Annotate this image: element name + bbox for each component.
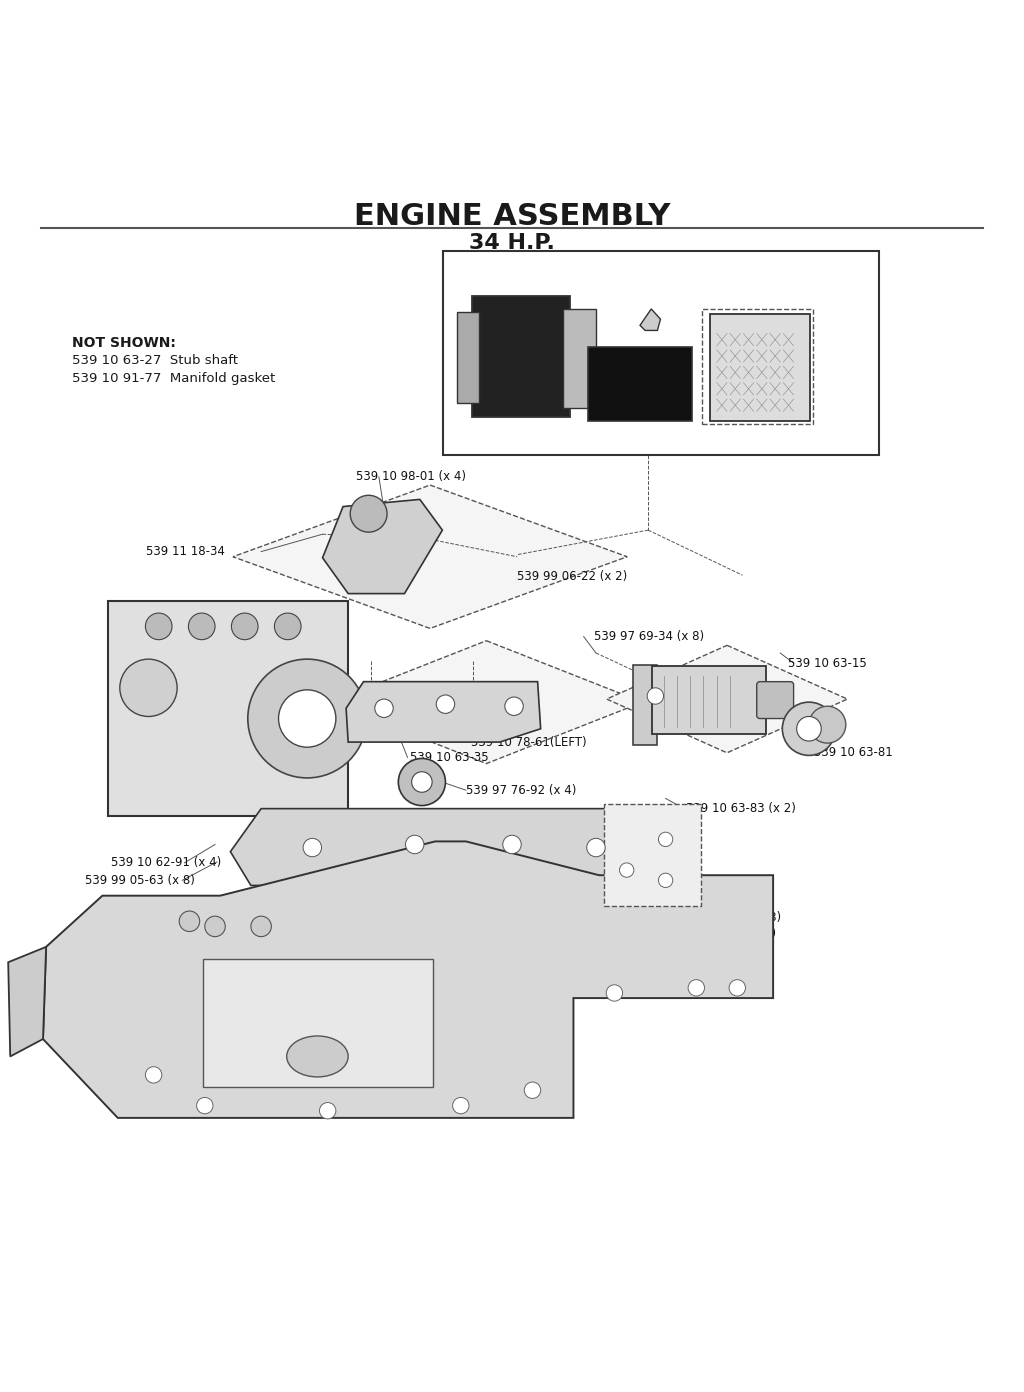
Circle shape bbox=[412, 771, 432, 792]
Circle shape bbox=[606, 984, 623, 1001]
FancyBboxPatch shape bbox=[443, 251, 879, 455]
Polygon shape bbox=[606, 646, 847, 753]
Text: 539 10 62-91 (x 4): 539 10 62-91 (x 4) bbox=[111, 856, 221, 870]
Polygon shape bbox=[640, 309, 660, 330]
Circle shape bbox=[251, 916, 271, 937]
Text: 539 10 84-74: 539 10 84-74 bbox=[530, 309, 609, 322]
Circle shape bbox=[688, 980, 705, 997]
Circle shape bbox=[274, 612, 301, 640]
Circle shape bbox=[436, 695, 455, 714]
Text: 539 10 84-76 (x 2): 539 10 84-76 (x 2) bbox=[558, 292, 669, 305]
Text: 539 10 84-71: 539 10 84-71 bbox=[517, 326, 596, 340]
FancyBboxPatch shape bbox=[757, 682, 794, 718]
Text: 539 99 01-87 (x 17): 539 99 01-87 (x 17) bbox=[276, 817, 394, 831]
Text: ~539 10 78-41: ~539 10 78-41 bbox=[655, 891, 744, 905]
Text: 539 97 69-34 (x 8): 539 97 69-34 (x 8) bbox=[522, 960, 633, 973]
FancyBboxPatch shape bbox=[457, 312, 479, 404]
Circle shape bbox=[350, 496, 387, 532]
Text: ENGINE ASSEMBLY: ENGINE ASSEMBLY bbox=[354, 202, 670, 231]
Circle shape bbox=[248, 660, 367, 778]
Polygon shape bbox=[330, 640, 643, 764]
Text: 539 10 63-75: 539 10 63-75 bbox=[652, 672, 731, 685]
Circle shape bbox=[782, 702, 836, 756]
Text: 539 99 06-92 (x 3): 539 99 06-92 (x 3) bbox=[666, 927, 776, 940]
Text: 539 10 63-13: 539 10 63-13 bbox=[748, 436, 826, 448]
Text: 539 10 84-72: 539 10 84-72 bbox=[507, 390, 586, 402]
Text: 34 H.P.: 34 H.P. bbox=[469, 234, 555, 253]
FancyBboxPatch shape bbox=[472, 295, 570, 418]
FancyBboxPatch shape bbox=[563, 309, 596, 408]
Text: 539 10 63-81: 539 10 63-81 bbox=[814, 746, 893, 759]
Circle shape bbox=[505, 697, 523, 715]
Circle shape bbox=[587, 838, 605, 856]
Circle shape bbox=[120, 660, 177, 717]
Text: 539 10 78-61(LEFT): 539 10 78-61(LEFT) bbox=[471, 735, 587, 749]
Circle shape bbox=[188, 612, 215, 640]
Circle shape bbox=[319, 1102, 336, 1119]
Circle shape bbox=[145, 1066, 162, 1083]
Text: 539 10 63-27  Stub shaft: 539 10 63-27 Stub shaft bbox=[72, 354, 238, 366]
Text: 539 97 69-79 (x 9): 539 97 69-79 (x 9) bbox=[111, 909, 221, 922]
Circle shape bbox=[524, 1082, 541, 1098]
Circle shape bbox=[503, 835, 521, 853]
Circle shape bbox=[620, 863, 634, 877]
Text: 539 10 98-01 (x 4): 539 10 98-01 (x 4) bbox=[356, 470, 466, 483]
FancyBboxPatch shape bbox=[203, 959, 433, 1087]
Polygon shape bbox=[230, 809, 650, 885]
Circle shape bbox=[197, 1097, 213, 1114]
FancyBboxPatch shape bbox=[604, 803, 701, 906]
Text: 539 10 91-77  Manifold gasket: 539 10 91-77 Manifold gasket bbox=[72, 372, 274, 386]
Circle shape bbox=[729, 980, 745, 997]
Polygon shape bbox=[323, 500, 442, 593]
Text: 539 10 63-83 (x 2): 539 10 63-83 (x 2) bbox=[686, 802, 796, 816]
Circle shape bbox=[375, 699, 393, 717]
Text: 539 11 18-34: 539 11 18-34 bbox=[146, 546, 225, 558]
FancyBboxPatch shape bbox=[108, 601, 348, 816]
Text: 539 10 84-75 (x 2): 539 10 84-75 (x 2) bbox=[743, 292, 853, 305]
Circle shape bbox=[179, 910, 200, 931]
Circle shape bbox=[205, 916, 225, 937]
Text: 539 10 63-15: 539 10 63-15 bbox=[788, 657, 867, 670]
Circle shape bbox=[231, 612, 258, 640]
Text: NOT SHOWN:: NOT SHOWN: bbox=[72, 335, 175, 349]
Circle shape bbox=[398, 759, 445, 806]
Circle shape bbox=[658, 873, 673, 888]
Circle shape bbox=[303, 838, 322, 856]
Circle shape bbox=[145, 612, 172, 640]
Circle shape bbox=[647, 688, 664, 704]
Text: 539 97 69-34 (x 8): 539 97 69-34 (x 8) bbox=[594, 631, 705, 643]
Text: 539 10 84-73: 539 10 84-73 bbox=[758, 309, 837, 322]
Text: 539 99 05-63 (x 8): 539 99 05-63 (x 8) bbox=[85, 874, 195, 887]
Polygon shape bbox=[633, 665, 657, 745]
Text: 539 10 63-77: 539 10 63-77 bbox=[579, 436, 657, 448]
Circle shape bbox=[797, 717, 821, 741]
FancyBboxPatch shape bbox=[710, 315, 810, 420]
Polygon shape bbox=[8, 947, 46, 1057]
Text: 539 99 06-22 (x 2): 539 99 06-22 (x 2) bbox=[517, 569, 628, 583]
Circle shape bbox=[406, 835, 424, 853]
Ellipse shape bbox=[287, 1036, 348, 1077]
Polygon shape bbox=[346, 682, 541, 742]
Text: 539 99 07-17 (x 8): 539 99 07-17 (x 8) bbox=[655, 944, 766, 956]
Circle shape bbox=[658, 832, 673, 846]
Circle shape bbox=[453, 1097, 469, 1114]
Circle shape bbox=[279, 690, 336, 748]
Circle shape bbox=[809, 706, 846, 743]
FancyBboxPatch shape bbox=[652, 667, 766, 734]
Text: 539 97 76-92 (x 4): 539 97 76-92 (x 4) bbox=[466, 784, 577, 796]
Text: 539 99 07-17 (x 8): 539 99 07-17 (x 8) bbox=[671, 910, 781, 924]
Polygon shape bbox=[43, 841, 773, 1118]
Polygon shape bbox=[232, 484, 627, 628]
Text: 539 10 63-35: 539 10 63-35 bbox=[410, 750, 488, 764]
FancyBboxPatch shape bbox=[588, 347, 692, 420]
